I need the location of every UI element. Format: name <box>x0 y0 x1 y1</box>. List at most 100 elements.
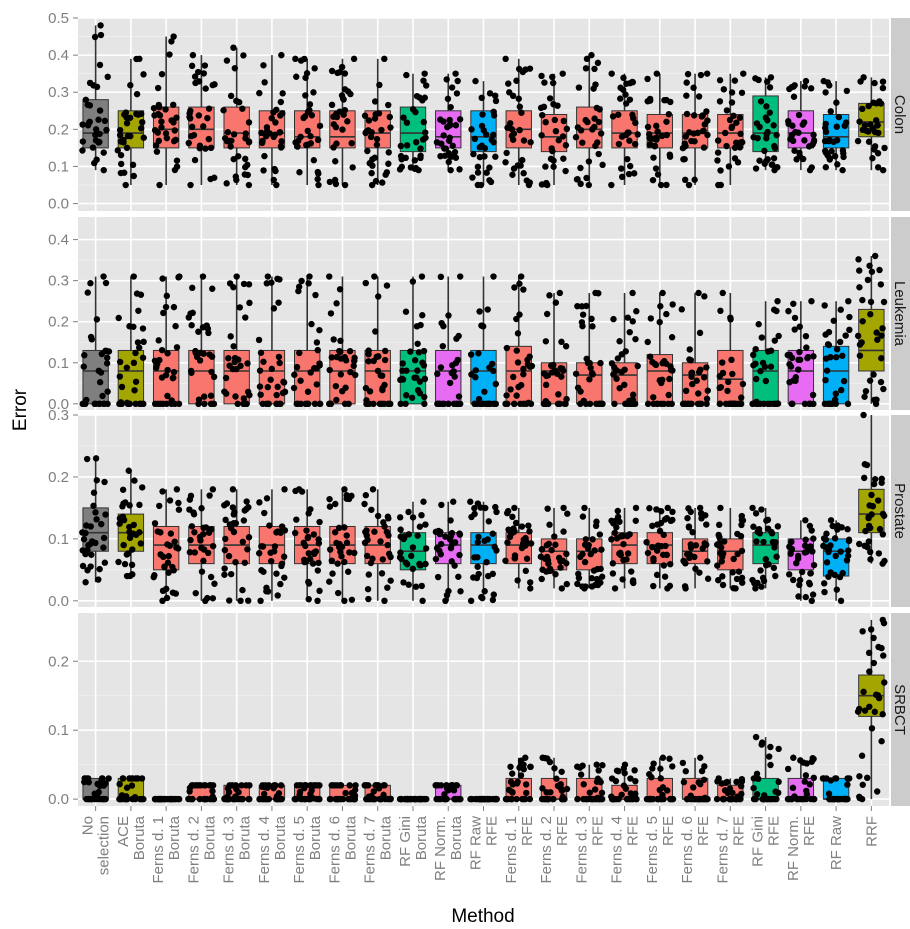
data-point <box>492 380 500 388</box>
data-point <box>338 63 346 71</box>
data-point <box>723 142 730 150</box>
data-point <box>697 754 704 761</box>
data-point <box>365 595 372 603</box>
data-point <box>653 571 661 579</box>
data-point <box>409 278 417 285</box>
data-point <box>301 556 308 564</box>
box-rrf <box>854 616 888 803</box>
data-point <box>478 593 485 601</box>
data-point <box>307 133 314 140</box>
data-point <box>517 400 524 408</box>
data-point <box>627 162 634 170</box>
data-point <box>774 297 781 305</box>
data-point <box>489 570 497 578</box>
data-point <box>210 373 218 381</box>
data-point <box>523 555 531 562</box>
data-point <box>378 126 385 134</box>
data-point <box>767 363 775 370</box>
data-point <box>737 782 745 790</box>
data-point <box>683 92 690 99</box>
data-point <box>620 74 627 82</box>
data-point <box>339 126 346 133</box>
data-point <box>657 775 664 782</box>
data-point <box>786 85 793 93</box>
data-point <box>626 531 633 538</box>
data-point <box>503 392 510 399</box>
strip-label: Leukemia <box>891 281 908 347</box>
data-point <box>879 166 887 174</box>
data-point <box>822 331 829 338</box>
data-point <box>659 784 667 791</box>
data-point <box>333 782 341 789</box>
data-point <box>373 141 381 148</box>
data-point <box>365 571 372 578</box>
data-point <box>820 542 827 550</box>
data-point <box>879 78 887 85</box>
box-ferns7b <box>361 782 394 803</box>
data-point <box>88 336 95 343</box>
data-point <box>264 383 272 391</box>
data-point <box>258 129 265 137</box>
data-point <box>648 774 655 781</box>
data-point <box>267 549 274 556</box>
data-point <box>405 508 412 516</box>
data-point <box>836 338 844 346</box>
data-point <box>314 567 322 574</box>
data-point <box>156 181 163 189</box>
data-point <box>726 785 734 792</box>
data-point <box>699 112 706 119</box>
data-point <box>376 81 383 89</box>
data-point <box>278 523 286 530</box>
data-point <box>84 289 91 296</box>
data-point <box>131 387 138 394</box>
data-point <box>79 547 86 554</box>
data-point <box>241 559 249 566</box>
data-point <box>796 348 803 356</box>
data-point <box>364 585 372 593</box>
data-point <box>84 122 92 129</box>
data-point <box>402 559 410 566</box>
data-point <box>717 504 724 512</box>
data-point <box>592 142 599 150</box>
data-point <box>757 367 764 375</box>
data-point <box>96 61 104 69</box>
data-point <box>164 366 171 374</box>
data-point <box>276 276 283 283</box>
data-point <box>861 542 868 550</box>
data-point <box>769 161 776 168</box>
box-ferns7r <box>714 504 747 592</box>
data-point <box>514 359 522 366</box>
data-point <box>278 51 285 59</box>
y-axis-title: Error <box>10 388 31 431</box>
data-point <box>527 585 534 592</box>
data-point <box>507 763 514 770</box>
data-point <box>657 400 665 408</box>
data-point <box>733 795 740 803</box>
panels: 0.00.10.20.30.40.5Colon0.00.10.20.30.4Le… <box>48 10 910 808</box>
data-point <box>679 759 687 767</box>
data-point <box>192 589 199 597</box>
data-point <box>165 552 172 560</box>
box-ferns6b <box>326 273 359 408</box>
strip-leukemia <box>891 217 910 410</box>
data-point <box>191 529 198 536</box>
data-point <box>859 781 866 788</box>
data-point <box>187 536 194 544</box>
data-point <box>346 347 354 355</box>
box-rfginib <box>396 795 430 803</box>
data-point <box>594 59 602 67</box>
data-point <box>613 767 621 774</box>
box-ferns6r <box>679 70 711 189</box>
data-point <box>739 380 747 388</box>
data-point <box>341 86 349 93</box>
data-point <box>158 70 166 78</box>
data-point <box>872 475 879 483</box>
data-point <box>489 530 496 537</box>
data-point <box>206 492 213 499</box>
box-rfrawr <box>820 517 853 605</box>
data-point <box>608 70 615 77</box>
data-point <box>692 542 700 549</box>
data-point <box>398 163 406 171</box>
data-point <box>132 378 140 385</box>
data-point <box>345 795 352 803</box>
